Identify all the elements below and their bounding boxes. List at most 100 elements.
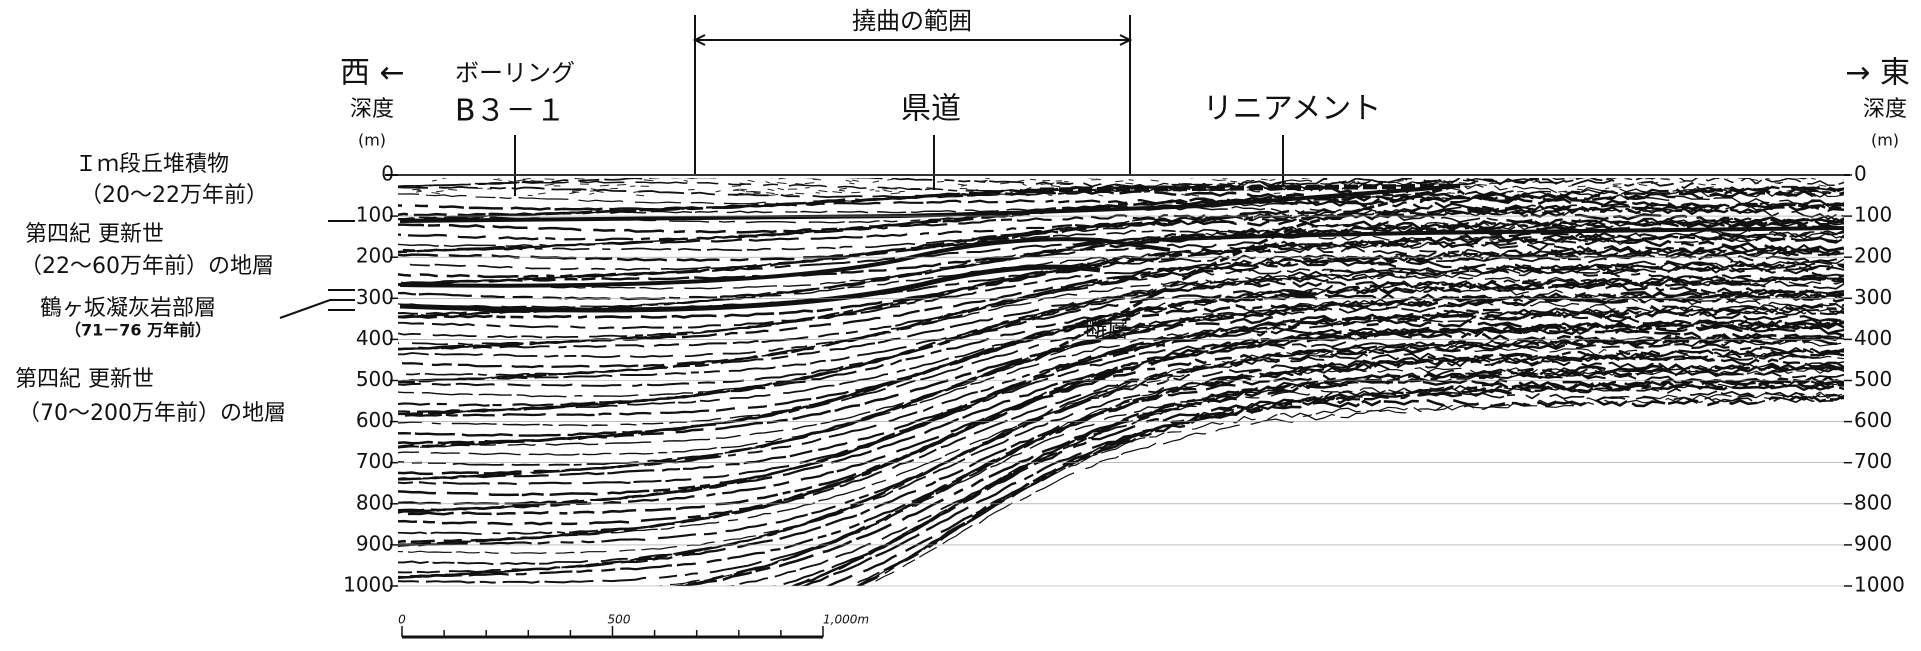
surface-speckle [1645, 178, 1656, 180]
surface-speckle [973, 189, 979, 192]
surface-speckle [1434, 179, 1442, 183]
surface-speckle [887, 178, 895, 181]
surface-speckle [1047, 182, 1055, 185]
scale-label: 500 [608, 613, 631, 627]
seismic-texture [398, 178, 1844, 586]
depth-tick-label-right: 100 [1854, 203, 1892, 227]
stratum-name: 第四紀 更新世 [15, 367, 154, 392]
surface-speckle [747, 179, 755, 183]
reflector [398, 326, 1844, 516]
surface-speckle [530, 179, 539, 182]
surface-speckle [804, 182, 815, 185]
surface-speckle [818, 190, 828, 193]
scale-label: 0 [398, 613, 406, 627]
surface-speckle [1301, 178, 1311, 180]
surface-speckle [442, 178, 448, 180]
surface-speckle [683, 179, 689, 182]
reflector [398, 246, 1844, 339]
surface-speckle [1029, 178, 1037, 181]
surface-speckle [739, 182, 750, 185]
surface-speckle [1269, 179, 1276, 181]
scale-label: 1,000m [823, 613, 869, 627]
depth-unit-right: (m) [1871, 131, 1899, 150]
surface-speckle [1047, 194, 1053, 197]
surface-speckle [1568, 185, 1574, 187]
surface-speckle [431, 192, 440, 195]
surface-speckle [1384, 193, 1394, 196]
surface-speckle [1260, 178, 1268, 181]
surface-speckle [1613, 185, 1622, 189]
surface-speckle [1172, 184, 1182, 187]
surface-speckle [845, 179, 852, 183]
depth-tick-label-left: 200 [356, 244, 394, 268]
surface-speckle [1624, 178, 1633, 181]
surface-speckle [1605, 187, 1610, 190]
surface-speckle [1397, 180, 1404, 182]
surface-speckle [1842, 182, 1844, 184]
surface-speckle [1650, 181, 1659, 185]
reflector [398, 336, 1844, 546]
surface-speckle [776, 182, 787, 185]
reflector [669, 363, 1844, 586]
surface-speckle [795, 192, 805, 195]
reflector [398, 349, 1844, 580]
surface-speckle [515, 179, 526, 182]
boring-id: B３－１ [455, 94, 566, 129]
reflector [398, 290, 1844, 437]
surface-speckle [1711, 183, 1716, 186]
reflector [398, 249, 1844, 350]
depth-tick-label-right: 300 [1854, 285, 1892, 309]
surface-speckle [1631, 192, 1639, 195]
reflector [856, 391, 1844, 586]
surface-speckle [1098, 194, 1104, 197]
surface-speckle [1320, 183, 1327, 185]
depth-tick-label-right: 600 [1854, 408, 1892, 432]
surface-speckle [1143, 191, 1151, 193]
surface-speckle [1606, 191, 1615, 193]
scale-bar: 0 500 1,000m [398, 613, 869, 639]
surface-speckle [1040, 182, 1051, 186]
surface-speckle [849, 182, 855, 185]
surface-speckle [1752, 178, 1759, 182]
reflector [787, 375, 1844, 586]
surface-speckle [768, 194, 779, 196]
surface-speckle [1477, 183, 1488, 186]
surface-speckle [960, 184, 968, 187]
reflector [398, 259, 1844, 369]
depth-tick-label-left: 300 [356, 285, 394, 309]
reflector [398, 214, 1844, 284]
surface-speckle [1524, 191, 1530, 195]
surface-speckle [957, 183, 965, 186]
surface-speckle [890, 192, 901, 195]
surface-speckle [767, 188, 775, 192]
surface-speckle [1125, 182, 1134, 185]
surface-speckle [596, 190, 604, 193]
surface-speckle [1433, 181, 1440, 184]
surface-speckle [812, 178, 821, 181]
surface-speckle [522, 178, 531, 180]
surface-speckle [1128, 179, 1134, 181]
surface-speckle [1612, 183, 1622, 185]
surface-speckle [1607, 178, 1617, 180]
reflector [398, 234, 1844, 319]
surface-speckle [616, 183, 627, 186]
surface-speckle [740, 188, 747, 191]
surface-speckle [795, 182, 805, 186]
reflector [790, 378, 1844, 586]
surface-speckle [537, 192, 546, 195]
depth-title-right: 深度 [1863, 97, 1907, 122]
surface-speckle [448, 188, 458, 191]
surface-speckle [851, 191, 861, 194]
surface-speckle [493, 178, 502, 181]
surface-speckle [1637, 181, 1644, 184]
stratum-age: （70～200万年前）の地層 [18, 401, 286, 426]
horizon-200 [399, 237, 1171, 288]
fault-line [1034, 183, 1461, 362]
west-label: 西 ← [340, 56, 405, 91]
surface-speckle [1402, 193, 1412, 196]
surface-speckle [1050, 185, 1061, 188]
reflector [398, 331, 1844, 544]
surface-speckle [872, 180, 880, 183]
reflector [672, 363, 1844, 586]
